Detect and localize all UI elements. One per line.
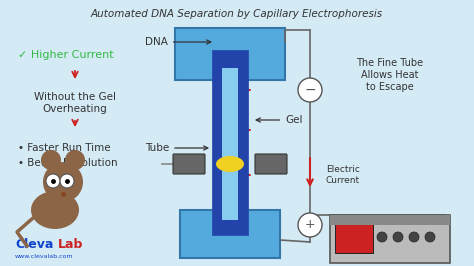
Circle shape: [298, 213, 322, 237]
Circle shape: [65, 150, 85, 170]
Ellipse shape: [31, 191, 79, 229]
FancyBboxPatch shape: [335, 221, 373, 253]
Text: • Faster Run Time: • Faster Run Time: [18, 143, 110, 153]
Circle shape: [425, 232, 435, 242]
Text: Without the Gel
Overheating: Without the Gel Overheating: [34, 92, 116, 114]
Circle shape: [409, 232, 419, 242]
Circle shape: [46, 174, 60, 188]
Text: DNA: DNA: [145, 37, 211, 47]
Circle shape: [43, 162, 83, 202]
Text: Cleva: Cleva: [15, 238, 54, 251]
Circle shape: [60, 174, 74, 188]
Text: Tube: Tube: [145, 143, 208, 153]
FancyBboxPatch shape: [212, 50, 248, 235]
Circle shape: [298, 78, 322, 102]
Text: Automated DNA Separation by Capillary Electrophoresis: Automated DNA Separation by Capillary El…: [91, 9, 383, 19]
FancyBboxPatch shape: [330, 215, 450, 225]
Ellipse shape: [216, 156, 244, 172]
Text: Lab: Lab: [58, 238, 83, 251]
Text: www.clevalab.com: www.clevalab.com: [15, 253, 73, 259]
Circle shape: [377, 232, 387, 242]
FancyBboxPatch shape: [173, 154, 205, 174]
FancyBboxPatch shape: [175, 28, 285, 80]
FancyBboxPatch shape: [180, 210, 280, 258]
Text: +: +: [305, 218, 315, 231]
Text: Gel: Gel: [256, 115, 302, 125]
Text: −: −: [304, 83, 316, 97]
Circle shape: [41, 150, 61, 170]
Text: • Better Resolution: • Better Resolution: [18, 158, 118, 168]
FancyBboxPatch shape: [330, 215, 450, 263]
Text: Electric
Current: Electric Current: [326, 165, 360, 185]
Circle shape: [393, 232, 403, 242]
FancyBboxPatch shape: [255, 154, 287, 174]
FancyBboxPatch shape: [222, 68, 238, 220]
Text: ✓ Higher Current: ✓ Higher Current: [18, 50, 114, 60]
Text: The Fine Tube
Allows Heat
to Escape: The Fine Tube Allows Heat to Escape: [356, 59, 424, 92]
